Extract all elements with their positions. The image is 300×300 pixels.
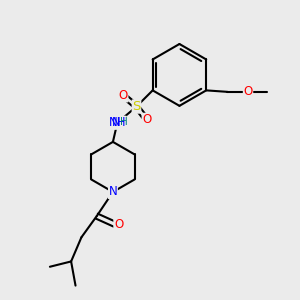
- Text: O: O: [142, 113, 152, 126]
- Text: O: O: [118, 89, 128, 102]
- Text: N: N: [112, 116, 120, 129]
- Text: O: O: [243, 85, 253, 98]
- Text: O: O: [114, 218, 123, 231]
- Text: S: S: [132, 100, 141, 113]
- Text: N: N: [109, 185, 117, 199]
- Text: NH: NH: [109, 116, 126, 129]
- Text: H: H: [120, 117, 128, 127]
